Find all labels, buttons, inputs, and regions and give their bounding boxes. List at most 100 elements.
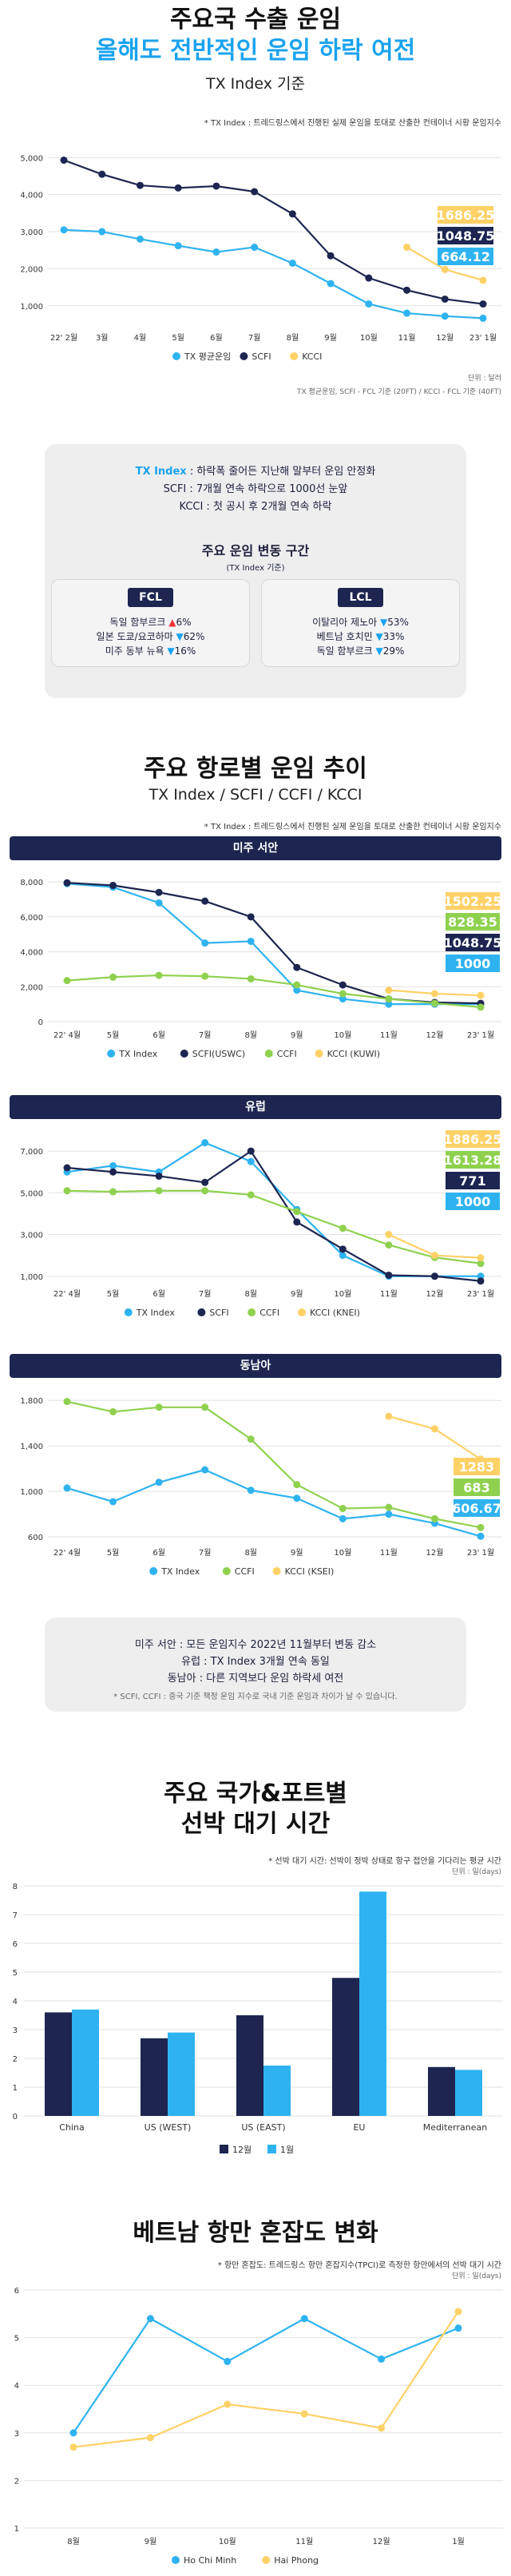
data-point (60, 226, 68, 234)
route-bar-us-west: 미주 서안 (10, 836, 501, 860)
x-tick-label: 12월 (436, 333, 454, 343)
data-point (247, 1191, 255, 1199)
series-line (66, 1468, 481, 1538)
x-tick-label: 10월 (334, 1289, 351, 1299)
y-tick-label: 4 (14, 2382, 19, 2391)
fcl-badge: FCL (128, 588, 173, 607)
vietnam-header: 베트남 항만 혼잡도 변화 (0, 2218, 511, 2249)
summary-line-scfi: SCFI : 7개월 연속 하락으로 1000선 눈앞 (163, 483, 348, 495)
data-point (201, 1178, 209, 1186)
y-tick-label: 6 (13, 1940, 18, 1949)
x-tick-label: 11월 (398, 333, 416, 343)
data-point (430, 1252, 438, 1260)
summary-tx-rest: : 하락폭 줄어든 지난해 말부터 운임 안정화 (186, 466, 376, 478)
vietnam-unit: 단위 : 일(days) (452, 2272, 501, 2280)
data-point (365, 274, 373, 282)
data-point (247, 1147, 255, 1155)
bar (168, 2032, 195, 2116)
data-point (454, 2324, 462, 2332)
x-tick-label: 4월 (134, 333, 147, 343)
data-point (403, 286, 411, 294)
legend-marker (264, 1050, 273, 1058)
x-tick-label: EU (353, 2122, 365, 2133)
x-tick-label: 5월 (172, 333, 184, 343)
x-tick-label: 8월 (244, 1289, 257, 1299)
data-point (109, 1498, 117, 1506)
data-point (385, 1510, 393, 1518)
series-line (66, 1189, 481, 1264)
legend-label: TX 평균운임 (184, 351, 231, 362)
data-point (339, 1245, 347, 1253)
routes-header: 주요 항로별 운임 추이 TX Index / SCFI / CCFI / KC… (0, 754, 511, 804)
data-point (136, 181, 144, 189)
lcl-row-value: 53% (387, 617, 409, 628)
data-point (174, 242, 182, 250)
legend-marker (315, 1050, 323, 1058)
series-line (73, 2311, 459, 2448)
main-title: 주요국 수출 운임 (169, 6, 342, 34)
data-point (224, 2357, 232, 2365)
data-point (247, 974, 255, 982)
data-point (109, 973, 117, 981)
data-point (477, 1254, 485, 1262)
data-point (247, 1157, 255, 1165)
header: 주요국 수출 운임 올해도 전반적인 운임 하락 여전 TX Index 기준 (0, 0, 511, 93)
data-point (430, 1514, 438, 1522)
data-point (63, 1164, 71, 1172)
end-value-box (446, 892, 500, 910)
data-point (300, 2410, 308, 2418)
x-tick-label: 12월 (426, 1548, 443, 1558)
x-tick-label: 22' 4월 (53, 1289, 81, 1299)
wait-title-2: 선박 대기 시간 (180, 1810, 331, 1838)
y-tick-label: 0 (38, 1018, 43, 1027)
summary-tx-key: TX Index (135, 466, 187, 478)
wait-header: 주요 국가&포트별 선박 대기 시간 (0, 1779, 511, 1840)
data-point (293, 1494, 301, 1502)
end-value-label: 1000 (455, 1194, 491, 1209)
data-point (403, 309, 411, 317)
data-point (63, 879, 71, 887)
x-tick-label: Mediterranean (423, 2122, 487, 2133)
data-point (479, 276, 487, 284)
x-tick-label: 8월 (287, 333, 299, 343)
x-tick-label: 1월 (452, 2537, 465, 2546)
data-point (430, 990, 438, 998)
data-point (441, 312, 449, 320)
y-tick-label: 3 (14, 2430, 19, 2439)
arrow-down-icon: ▼ (380, 617, 388, 628)
data-point (477, 1532, 485, 1540)
data-point (201, 972, 209, 980)
routes-subtitle: TX Index / SCFI / CCFI / KCCI (149, 786, 362, 804)
end-value-box (446, 1151, 500, 1169)
route-bar-sea: 동남아 (10, 1354, 501, 1378)
x-tick-label: 10월 (334, 1030, 351, 1040)
data-point (477, 1003, 485, 1011)
summary2-line-eu: 유럽 : TX Index 3개월 연속 동일 (181, 1656, 330, 1668)
legend-label: CCFI (259, 1308, 279, 1318)
end-value-label: 1613.28 (444, 1153, 502, 1168)
data-point (63, 1398, 71, 1406)
x-tick-label: 8월 (244, 1548, 257, 1558)
data-point (430, 1425, 438, 1433)
fcl-row: 독일 함부르크 ▲6% (52, 615, 249, 629)
data-point (339, 995, 347, 1003)
end-value-box (446, 913, 500, 931)
fcl-card: FCL 독일 함부르크 ▲6% 일본 도쿄/요코하마 ▼62% 미주 동부 뉴욕 ▼… (51, 579, 250, 667)
lcl-row-value: 29% (382, 645, 405, 657)
end-value-label: 1048.75 (444, 935, 502, 951)
x-tick-label: 7월 (248, 333, 261, 343)
data-point (479, 314, 487, 322)
bar (455, 2070, 482, 2116)
arrow-down-icon: ▼ (375, 645, 383, 657)
x-tick-label: China (59, 2122, 84, 2133)
legend-label: TX Index (136, 1308, 176, 1318)
end-value-box (454, 1458, 500, 1475)
routes-note: * TX Index : 트레드링스에서 진행된 실제 운임을 토대로 산출한 … (204, 823, 501, 832)
data-point (201, 1403, 209, 1411)
legend-marker (124, 1308, 133, 1316)
data-point (430, 1272, 438, 1280)
bar (45, 2012, 72, 2116)
data-point (201, 1139, 209, 1147)
y-tick-label: 5 (14, 2335, 19, 2344)
data-point (109, 1161, 117, 1169)
